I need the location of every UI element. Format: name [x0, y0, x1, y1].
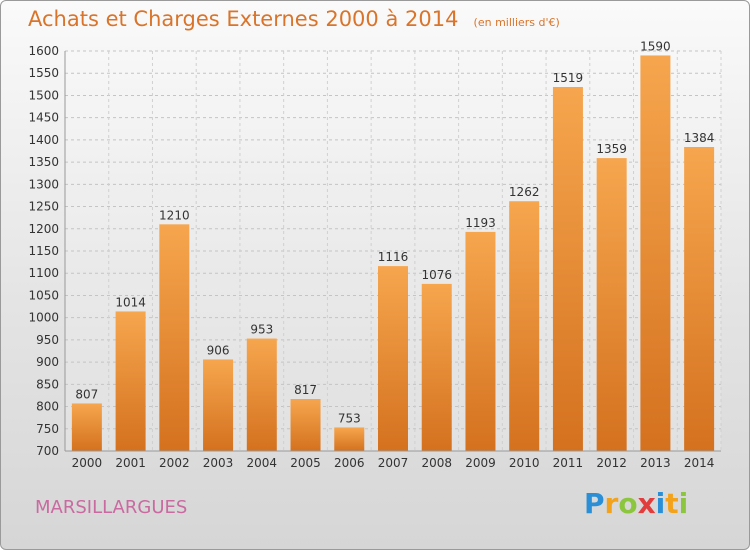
logo-letter: i — [678, 487, 689, 520]
y-tick-label: 1600 — [28, 44, 59, 58]
y-tick-label: 800 — [36, 400, 59, 414]
bar — [71, 403, 102, 451]
chart-title: Achats et Charges Externes 2000 à 2014 — [28, 7, 459, 31]
data-label: 1590 — [640, 39, 671, 53]
bar — [465, 231, 496, 451]
axes: 700 750 800 850 900 950 1000 1050 1100 1150 1200 12… — [28, 44, 721, 470]
x-tick-label: 2003 — [203, 456, 234, 470]
data-label: 1116 — [378, 250, 409, 264]
bar — [640, 55, 671, 451]
x-tick-label: 2010 — [509, 456, 540, 470]
bar — [378, 266, 408, 451]
logo-letter: P — [584, 487, 605, 520]
x-tick-label: 2009 — [465, 456, 496, 470]
data-label: 1210 — [159, 208, 190, 222]
bars — [71, 55, 715, 451]
data-label: 1076 — [421, 268, 452, 282]
x-tick-label: 2002 — [159, 456, 190, 470]
data-label: 1014 — [115, 295, 146, 309]
y-tick-label: 1300 — [28, 177, 59, 191]
data-label: 807 — [75, 387, 98, 401]
y-tick-label: 1200 — [28, 222, 59, 236]
y-tick-label: 1050 — [28, 288, 59, 302]
x-tick-label: 2005 — [290, 456, 321, 470]
x-tick-label: 2008 — [421, 456, 452, 470]
x-tick-label: 2012 — [596, 456, 627, 470]
y-tick-label: 1400 — [28, 133, 59, 147]
logo-letter: x — [637, 487, 656, 520]
data-label: 1519 — [553, 71, 584, 85]
proxiti-logo: Proxiti — [584, 487, 688, 520]
logo-letter: o — [618, 487, 638, 520]
y-tick-label: 700 — [36, 444, 59, 458]
bar — [552, 87, 583, 451]
bar — [115, 311, 146, 451]
commune-name: MARSILLARGUES — [35, 497, 188, 518]
x-tick-label: 2000 — [72, 456, 103, 470]
y-tick-label: 1350 — [28, 155, 59, 169]
y-tick-label: 1550 — [28, 66, 59, 80]
chart-subtitle: (en milliers d'€) — [473, 16, 560, 29]
y-tick-label: 900 — [36, 355, 59, 369]
x-tick-label: 2013 — [640, 456, 671, 470]
y-tick-label: 1100 — [28, 266, 59, 280]
bar — [509, 201, 540, 451]
y-tick-label: 950 — [36, 333, 59, 347]
x-tick-label: 2014 — [684, 456, 715, 470]
data-label: 1384 — [684, 131, 715, 145]
title-row: Achats et Charges Externes 2000 à 2014 (… — [28, 7, 560, 31]
y-tick-label: 750 — [36, 422, 59, 436]
data-label: 1359 — [596, 142, 627, 156]
bar — [596, 158, 627, 451]
y-tick-label: 1450 — [28, 111, 59, 125]
bar — [203, 359, 234, 451]
logo-letter: r — [604, 487, 619, 520]
x-tick-label: 2006 — [334, 456, 365, 470]
y-tick-label: 1150 — [28, 244, 59, 258]
y-tick-label: 1500 — [28, 88, 59, 102]
data-labels: 807 1014 1210 906 953 817 753 1116 1076 1193 1262 1… — [75, 39, 714, 425]
y-tick-label: 1000 — [28, 311, 59, 325]
x-tick-label: 2001 — [115, 456, 146, 470]
bar — [246, 338, 277, 451]
bar — [684, 147, 715, 451]
y-tick-label: 1250 — [28, 200, 59, 214]
bar — [290, 399, 321, 451]
x-tick-label: 2011 — [553, 456, 584, 470]
x-tick-label: 2004 — [247, 456, 278, 470]
data-label: 1262 — [509, 185, 540, 199]
bar — [334, 427, 365, 451]
data-label: 753 — [338, 411, 361, 425]
bar — [421, 283, 452, 451]
x-tick-label: 2007 — [378, 456, 409, 470]
data-label: 953 — [250, 323, 273, 337]
data-label: 906 — [207, 343, 230, 357]
bar — [159, 224, 190, 451]
data-label: 1193 — [465, 216, 496, 230]
y-tick-label: 850 — [36, 377, 59, 391]
logo-letter: i — [655, 487, 666, 520]
logo-letter: t — [665, 487, 679, 520]
data-label: 817 — [294, 383, 317, 397]
